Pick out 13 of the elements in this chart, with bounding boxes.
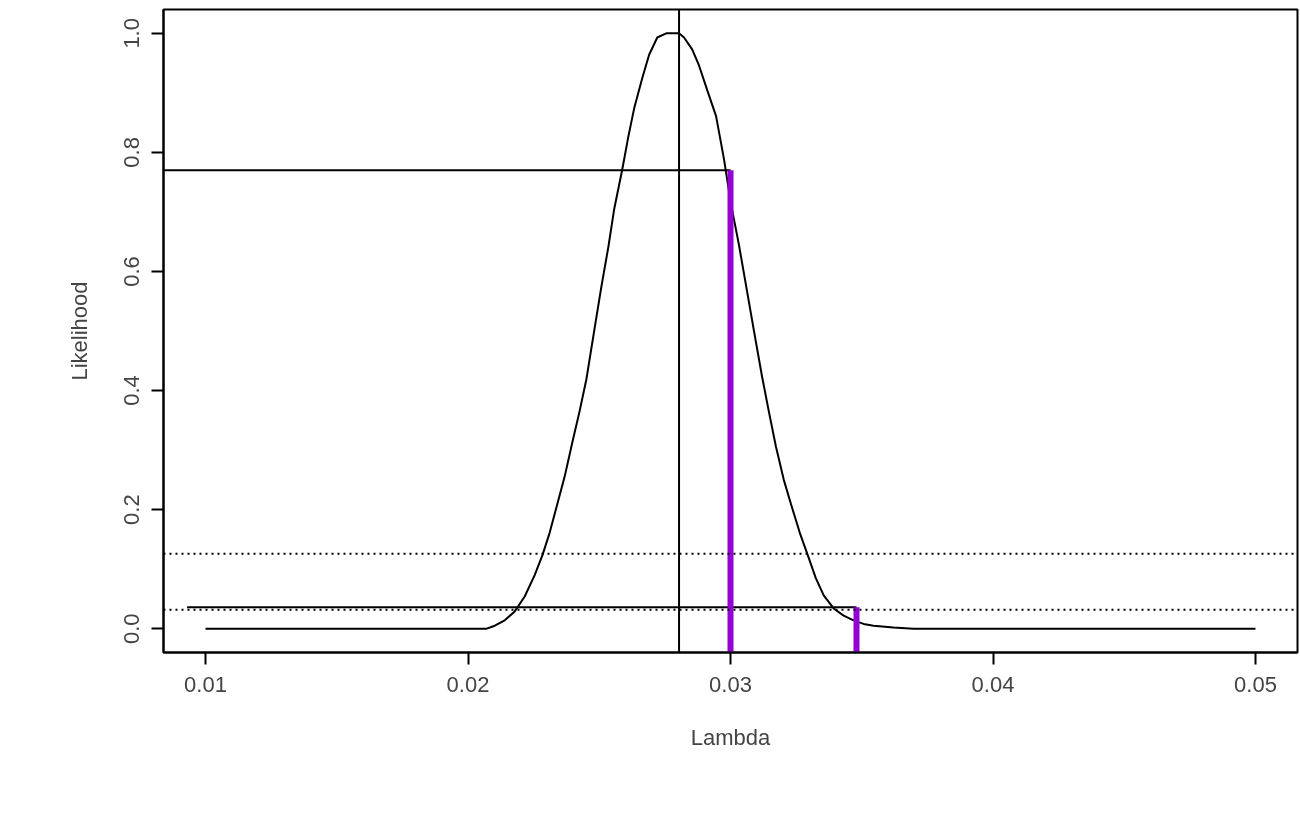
y-tick-label: 0.8 xyxy=(119,137,145,168)
y-tick-label: 0.0 xyxy=(119,613,145,644)
x-tick-label: 0.01 xyxy=(184,671,227,697)
y-tick-label: 0.2 xyxy=(119,494,145,525)
y-tick-label: 0.6 xyxy=(119,256,145,287)
x-tick-label: 0.03 xyxy=(709,671,752,697)
y-axis-title: Likelihood xyxy=(66,281,92,381)
y-tick-label: 1.0 xyxy=(119,18,145,49)
x-tick-label: 0.02 xyxy=(446,671,490,697)
x-tick-label: 0.05 xyxy=(1234,671,1277,697)
y-tick-label: 0.4 xyxy=(119,375,145,406)
x-axis-title: Lambda xyxy=(690,724,772,750)
x-tick-label: 0.04 xyxy=(971,671,1015,697)
